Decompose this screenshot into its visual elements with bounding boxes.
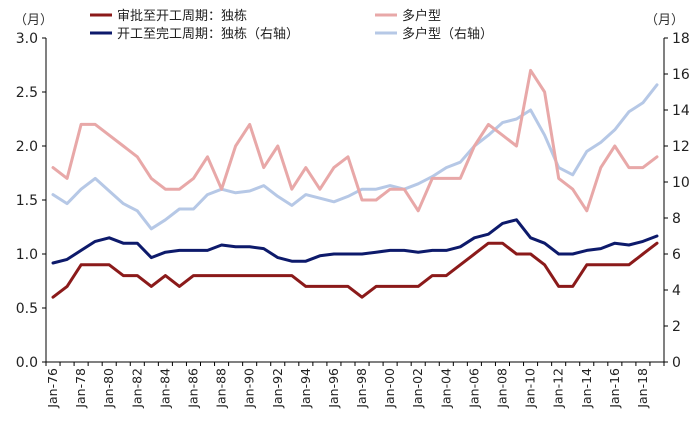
series-line-0 [51, 241, 659, 299]
right-tick-label: 2 [672, 319, 681, 335]
series-lines [51, 68, 659, 299]
x-tick-label: Jan-82 [129, 368, 144, 409]
left-tick-label: 1.5 [16, 193, 38, 209]
left-axis-ticks: 0.0 0.5 1.0 1.5 2.0 2.5 3.0 [16, 31, 46, 371]
x-tick-label: Jan-04 [438, 368, 453, 409]
x-tick-label: Jan-14 [579, 368, 594, 409]
x-axis-ticks: Jan-76 Jan-78 Jan-80 Jan-82 Jan-84 Jan-86 Jan-… [45, 362, 665, 409]
right-tick-label: 0 [672, 355, 681, 371]
right-tick-label: 6 [672, 247, 681, 263]
right-tick-label: 16 [672, 67, 690, 83]
right-axis-ticks: 0 2 4 6 8 10 12 14 16 18 [664, 31, 690, 371]
x-tick-label: Jan-06 [466, 368, 481, 409]
right-tick-label: 10 [672, 175, 690, 191]
x-tick-label: Jan-80 [101, 368, 116, 409]
right-tick-label: 12 [672, 139, 690, 155]
x-tick-label: Jan-84 [157, 368, 172, 409]
series-line-3 [51, 83, 659, 231]
left-axis-unit: （月） [14, 13, 54, 28]
right-axis-unit: （月） [645, 13, 685, 28]
right-tick-label: 14 [672, 103, 690, 119]
x-tick-label: Jan-92 [270, 368, 285, 409]
x-tick-label: Jan-94 [298, 368, 313, 409]
x-tick-label: Jan-18 [635, 368, 650, 409]
left-tick-label: 0.0 [16, 355, 38, 371]
right-tick-label: 4 [672, 283, 681, 299]
right-tick-label: 8 [672, 211, 681, 227]
plot-frame [45, 38, 665, 363]
legend-label: 多户型 [402, 8, 441, 24]
x-tick-label: Jan-16 [607, 368, 622, 409]
series-line-2 [51, 218, 659, 265]
x-tick-label: Jan-88 [214, 368, 229, 409]
x-tick-label: Jan-00 [382, 368, 397, 409]
series-line-1 [51, 68, 659, 213]
x-tick-label: Jan-12 [551, 368, 566, 409]
x-tick-label: Jan-76 [45, 368, 60, 409]
legend-label: 开工至完工周期：独栋（右轴） [117, 26, 299, 42]
x-tick-label: Jan-86 [185, 368, 200, 409]
legend-label: 多户型（右轴） [402, 26, 493, 42]
left-tick-label: 0.5 [16, 301, 38, 317]
legend-label: 审批至开工周期：独栋 [117, 8, 247, 24]
x-tick-label: Jan-98 [354, 368, 369, 409]
x-tick-label: Jan-08 [494, 368, 509, 409]
left-tick-label: 1.0 [16, 247, 38, 263]
x-tick-label: Jan-96 [326, 368, 341, 409]
x-tick-label: Jan-90 [242, 368, 257, 409]
left-tick-label: 3.0 [16, 31, 38, 47]
right-tick-label: 18 [672, 31, 690, 47]
left-tick-label: 2.0 [16, 139, 38, 155]
left-tick-label: 2.5 [16, 85, 38, 101]
x-tick-label: Jan-02 [410, 368, 425, 409]
x-tick-label: Jan-78 [73, 368, 88, 409]
x-tick-label: Jan-10 [523, 368, 538, 409]
